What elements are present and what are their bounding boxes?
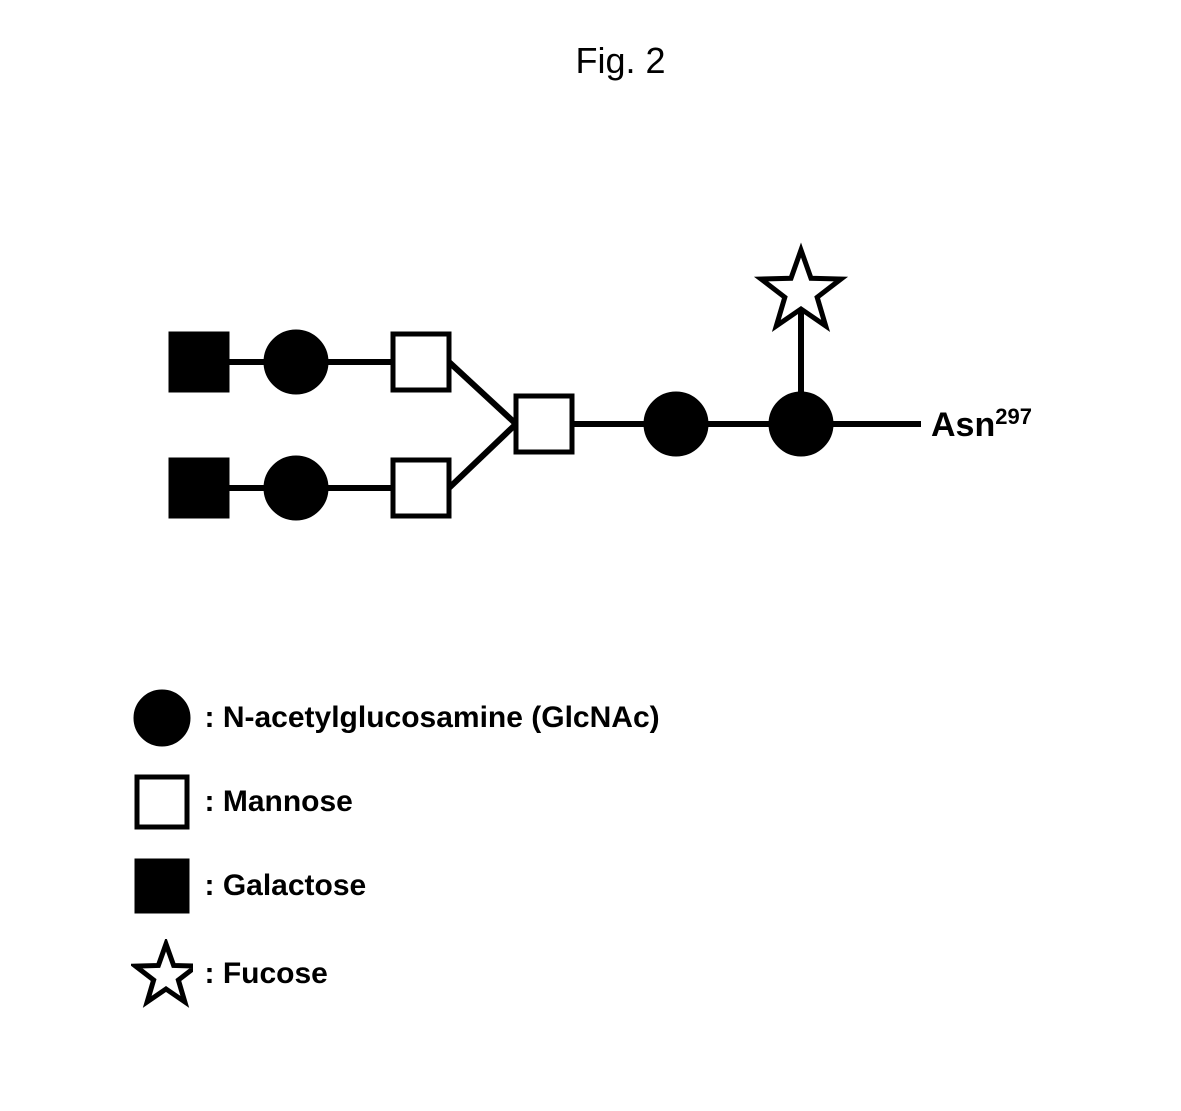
- legend-symbol-square-open: [131, 771, 193, 833]
- figure-container: Fig. 2 Asn297 : N-acetylglucosamine (Glc…: [41, 40, 1141, 1009]
- legend-label: : N-acetylglucosamine (GlcNAc): [205, 701, 660, 735]
- legend-label: : Galactose: [205, 869, 367, 903]
- diagram-svg: Asn297: [131, 192, 1091, 552]
- legend-row-glcnac: : N-acetylglucosamine (GlcNAc): [131, 687, 1141, 749]
- legend-symbol-star-open: [131, 939, 193, 1009]
- legend-row-mannose: : Mannose: [131, 771, 1141, 833]
- figure-title: Fig. 2: [101, 40, 1141, 82]
- svg-text:Asn297: Asn297: [931, 404, 1032, 444]
- legend-symbol-square-filled: [131, 855, 193, 917]
- legend: : N-acetylglucosamine (GlcNAc) : Mannose…: [131, 687, 1141, 1009]
- legend-label: : Mannose: [205, 785, 353, 819]
- legend-row-galactose: : Galactose: [131, 855, 1141, 917]
- legend-label: : Fucose: [205, 957, 328, 991]
- glycan-diagram: Asn297: [131, 192, 1141, 557]
- legend-row-fucose: : Fucose: [131, 939, 1141, 1009]
- legend-symbol-circle-filled: [131, 687, 193, 749]
